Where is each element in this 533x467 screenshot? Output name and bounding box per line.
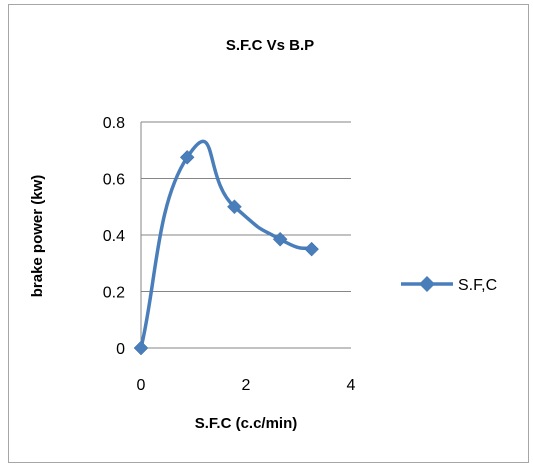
x-tick-label: 4	[347, 377, 356, 394]
legend-label: S.F,C	[458, 277, 497, 294]
y-tick-label: 0	[116, 341, 125, 358]
data-point	[304, 241, 319, 257]
series-line	[139, 139, 313, 349]
legend: S.F,C	[401, 276, 497, 294]
y-axis-title: brake power (kw)	[29, 175, 46, 298]
data-point	[227, 199, 242, 215]
data-point	[133, 340, 149, 356]
gridlines	[141, 121, 351, 292]
y-tick-label: 0.6	[103, 172, 125, 189]
x-tick-label: 2	[242, 377, 251, 394]
y-tick-label: 0.2	[103, 285, 125, 302]
data-point	[272, 231, 288, 247]
y-tick-label: 0.4	[103, 228, 125, 245]
x-tick-labels: 0 2 4	[137, 377, 356, 394]
data-point	[179, 149, 195, 165]
chart-title: S.F.C Vs B.P	[226, 37, 314, 54]
legend-marker	[419, 276, 435, 292]
series-layer	[133, 139, 319, 356]
x-axis-title: S.F.C (c.c/min)	[195, 415, 298, 432]
y-tick-label: 0.8	[103, 115, 125, 132]
y-tick-labels: 0 0.2 0.4 0.6 0.8	[103, 115, 125, 358]
x-tick-label: 0	[137, 377, 146, 394]
